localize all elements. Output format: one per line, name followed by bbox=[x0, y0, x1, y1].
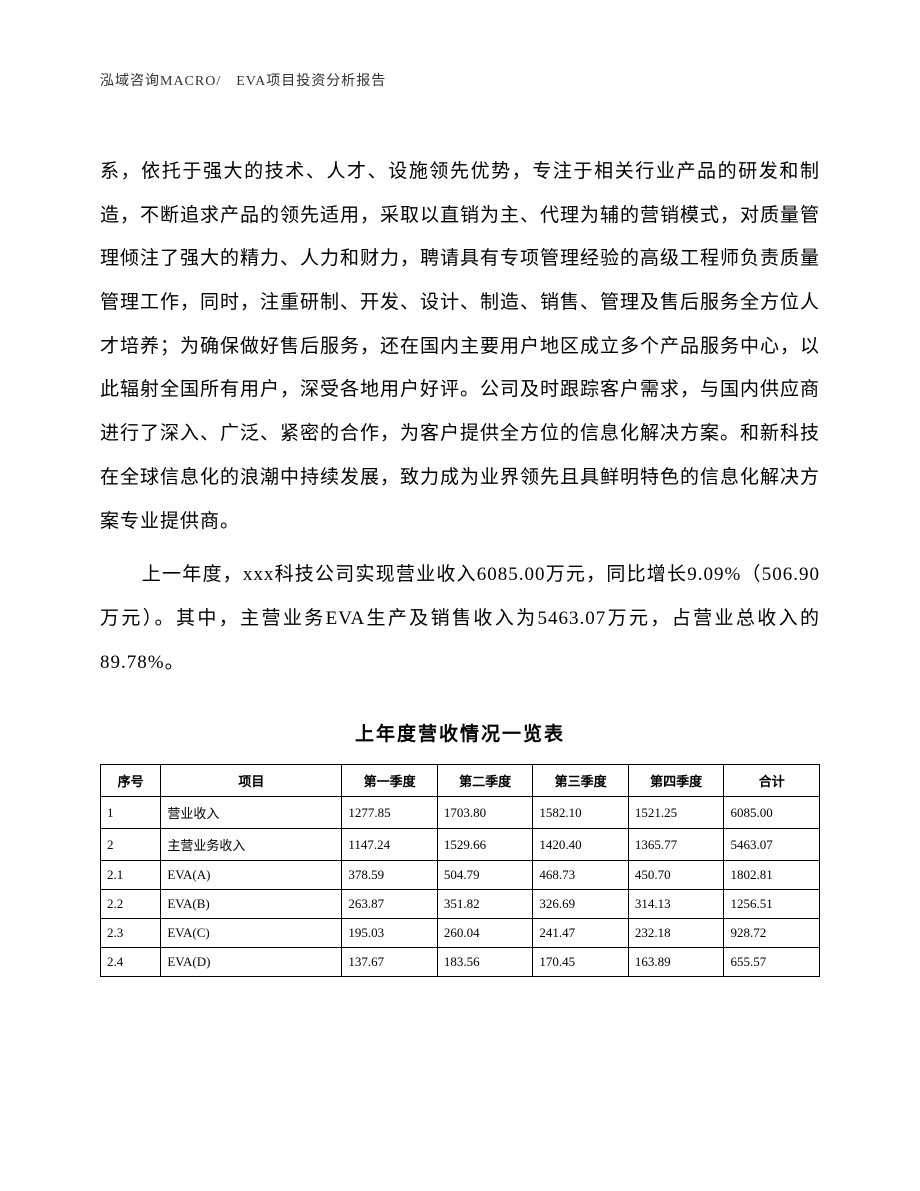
table-cell: 263.87 bbox=[342, 890, 438, 919]
table-cell: 1802.81 bbox=[724, 861, 820, 890]
table-cell: 2.3 bbox=[101, 919, 161, 948]
table-cell: 351.82 bbox=[437, 890, 533, 919]
table-row: 2.2 EVA(B) 263.87 351.82 326.69 314.13 1… bbox=[101, 890, 820, 919]
table-header-row: 序号 项目 第一季度 第二季度 第三季度 第四季度 合计 bbox=[101, 765, 820, 797]
table-row: 2.4 EVA(D) 137.67 183.56 170.45 163.89 6… bbox=[101, 948, 820, 977]
revenue-table: 序号 项目 第一季度 第二季度 第三季度 第四季度 合计 1 营业收入 1277… bbox=[100, 764, 820, 977]
table-header-q4: 第四季度 bbox=[628, 765, 724, 797]
table-cell: 1277.85 bbox=[342, 797, 438, 829]
table-row: 2.1 EVA(A) 378.59 504.79 468.73 450.70 1… bbox=[101, 861, 820, 890]
table-cell: 450.70 bbox=[628, 861, 724, 890]
table-cell: 1521.25 bbox=[628, 797, 724, 829]
table-cell: 2 bbox=[101, 829, 161, 861]
table-cell: 2.4 bbox=[101, 948, 161, 977]
table-cell: 170.45 bbox=[533, 948, 629, 977]
table-cell: 营业收入 bbox=[161, 797, 342, 829]
table-cell: 5463.07 bbox=[724, 829, 820, 861]
table-cell: 326.69 bbox=[533, 890, 629, 919]
table-cell: 260.04 bbox=[437, 919, 533, 948]
table-header-total: 合计 bbox=[724, 765, 820, 797]
table-cell: EVA(A) bbox=[161, 861, 342, 890]
table-header-q3: 第三季度 bbox=[533, 765, 629, 797]
table-cell: 1365.77 bbox=[628, 829, 724, 861]
table-cell: 1420.40 bbox=[533, 829, 629, 861]
table-cell: 195.03 bbox=[342, 919, 438, 948]
table-cell: EVA(C) bbox=[161, 919, 342, 948]
table-header-q2: 第二季度 bbox=[437, 765, 533, 797]
paragraph-1: 系，依托于强大的技术、人才、设施领先优势，专注于相关行业产品的研发和制造，不断追… bbox=[100, 150, 820, 543]
table-header-q1: 第一季度 bbox=[342, 765, 438, 797]
table-cell: 504.79 bbox=[437, 861, 533, 890]
table-cell: 1582.10 bbox=[533, 797, 629, 829]
table-cell: 241.47 bbox=[533, 919, 629, 948]
table-cell: EVA(D) bbox=[161, 948, 342, 977]
table-cell: 2.1 bbox=[101, 861, 161, 890]
table-cell: 655.57 bbox=[724, 948, 820, 977]
table-cell: 6085.00 bbox=[724, 797, 820, 829]
table-header-seq: 序号 bbox=[101, 765, 161, 797]
table-cell: 1256.51 bbox=[724, 890, 820, 919]
table-title: 上年度营收情况一览表 bbox=[100, 719, 820, 746]
page-container: 泓域咨询MACRO/ EVA项目投资分析报告 系，依托于强大的技术、人才、设施领… bbox=[0, 0, 920, 1027]
table-row: 1 营业收入 1277.85 1703.80 1582.10 1521.25 6… bbox=[101, 797, 820, 829]
table-cell: 468.73 bbox=[533, 861, 629, 890]
table-cell: 1529.66 bbox=[437, 829, 533, 861]
table-cell: 137.67 bbox=[342, 948, 438, 977]
table-cell: EVA(B) bbox=[161, 890, 342, 919]
table-cell: 1 bbox=[101, 797, 161, 829]
table-cell: 378.59 bbox=[342, 861, 438, 890]
table-cell: 928.72 bbox=[724, 919, 820, 948]
table-cell: 314.13 bbox=[628, 890, 724, 919]
table-cell: 183.56 bbox=[437, 948, 533, 977]
paragraph-2: 上一年度，xxx科技公司实现营业收入6085.00万元，同比增长9.09%（50… bbox=[100, 553, 820, 684]
document-header: 泓域咨询MACRO/ EVA项目投资分析报告 bbox=[100, 70, 820, 90]
table-cell: 1703.80 bbox=[437, 797, 533, 829]
table-cell: 163.89 bbox=[628, 948, 724, 977]
table-cell: 2.2 bbox=[101, 890, 161, 919]
table-row: 2 主营业务收入 1147.24 1529.66 1420.40 1365.77… bbox=[101, 829, 820, 861]
table-cell: 1147.24 bbox=[342, 829, 438, 861]
table-cell: 主营业务收入 bbox=[161, 829, 342, 861]
table-cell: 232.18 bbox=[628, 919, 724, 948]
table-header-item: 项目 bbox=[161, 765, 342, 797]
table-row: 2.3 EVA(C) 195.03 260.04 241.47 232.18 9… bbox=[101, 919, 820, 948]
